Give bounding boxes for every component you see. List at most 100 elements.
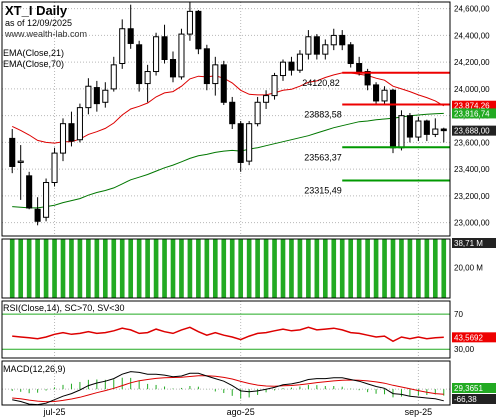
candle-body: [110, 64, 117, 90]
y-tick-label: 23,400,00: [454, 165, 490, 174]
candle: [153, 32, 160, 76]
candle: [237, 121, 244, 172]
candle-body: [305, 36, 312, 55]
volume-bar: [60, 239, 66, 298]
candle-body: [76, 107, 83, 141]
candle: [347, 42, 354, 68]
candle-body: [43, 182, 50, 218]
candle-body: [330, 34, 337, 46]
panel-frame-macd: [1, 360, 451, 406]
candle: [389, 88, 397, 154]
macd-line: [12, 371, 444, 406]
level-label: 23883,58: [304, 109, 342, 119]
candle-body: [381, 89, 388, 102]
volume-bar: [289, 239, 294, 298]
volume-bar: [322, 239, 328, 298]
volume-bar: [399, 239, 404, 298]
volume-bar: [432, 239, 438, 298]
last-value-ema70-bg: [452, 108, 496, 119]
candle: [406, 112, 413, 143]
candle-body: [254, 101, 261, 125]
x-tick-label: sep-25: [405, 407, 433, 417]
macd-last-label-hist-bg: [452, 383, 496, 393]
candle: [93, 80, 100, 112]
candle-body: [237, 123, 244, 163]
volume-last-label-bg: [452, 238, 496, 248]
candle: [288, 56, 295, 76]
candle-body: [288, 61, 295, 71]
macd-legend: MACD(12,26,9): [3, 364, 66, 374]
volume-bar: [196, 239, 201, 298]
candle-body: [169, 58, 177, 78]
volume-bar: [365, 239, 370, 298]
candle-body: [313, 36, 320, 55]
candle-body: [203, 48, 210, 85]
volume-bar: [441, 239, 447, 298]
candle: [203, 44, 210, 91]
volume-bar: [43, 239, 49, 298]
volume-bar: [145, 239, 150, 298]
volume-bar: [136, 239, 142, 298]
candle: [76, 103, 83, 143]
candle: [279, 59, 287, 81]
macd-last-label-line-bg: [452, 394, 496, 404]
candle-body: [93, 87, 100, 105]
candle: [415, 116, 422, 142]
last-value-ema21: 23,874,26: [454, 102, 490, 111]
candle-body: [17, 160, 24, 163]
volume-bar: [153, 239, 159, 298]
candle: [432, 118, 439, 138]
last-value-ema70: 23,816,74: [454, 109, 490, 118]
rsi-legend: RSI(Close,14), SC>70, SV<30: [3, 303, 125, 313]
chart-date: as of 12/09/2025: [5, 18, 72, 28]
candle: [440, 127, 447, 143]
candle: [144, 64, 151, 103]
candle-body: [59, 123, 67, 154]
candle: [296, 50, 303, 73]
candle: [110, 56, 117, 92]
candle-body: [119, 28, 126, 65]
candle-body: [136, 44, 143, 85]
y-tick-label: 24,000,00: [454, 85, 490, 94]
candle-body: [9, 137, 16, 167]
candle-body: [186, 10, 193, 35]
candle: [17, 145, 24, 200]
volume-bar: [102, 239, 108, 298]
volume-bar: [306, 239, 311, 298]
panel-frame-rsi: [1, 300, 451, 359]
candle: [271, 72, 278, 100]
volume-bar: [170, 239, 176, 298]
candle-body: [440, 128, 447, 132]
candle-body: [423, 120, 430, 135]
panel-frame-price: [1, 1, 451, 237]
candle-body: [178, 33, 185, 78]
volume-bar: [246, 239, 252, 298]
volume-bar: [52, 239, 57, 298]
chart-title: XT_I Daily: [5, 3, 68, 18]
volume-bar: [162, 239, 167, 298]
frames-layer: [1, 1, 451, 406]
candle: [136, 40, 143, 92]
candle: [423, 119, 430, 142]
candle: [212, 56, 219, 96]
y-tick-label: 23,600,00: [454, 138, 490, 147]
candle: [220, 60, 227, 105]
volume-bar: [35, 239, 40, 298]
candle: [381, 86, 388, 104]
y-tick-label: 24,200,00: [454, 58, 490, 67]
level-label: 24120,82: [302, 78, 340, 88]
candle-body: [364, 71, 371, 86]
candle-body: [34, 208, 41, 222]
candle-body: [68, 123, 75, 142]
rsi-last-label: 43,5692: [454, 333, 483, 342]
candle-body: [229, 101, 236, 125]
panel-frame-vol: [1, 238, 451, 299]
candle: [305, 30, 312, 60]
candle: [322, 39, 329, 60]
legend-ema70: EMA(Close,70): [3, 59, 64, 69]
volume-bar: [263, 239, 269, 298]
candle-body: [161, 36, 168, 60]
rsi-line: [12, 326, 444, 343]
y-tick-label: 24,600,00: [454, 5, 490, 14]
